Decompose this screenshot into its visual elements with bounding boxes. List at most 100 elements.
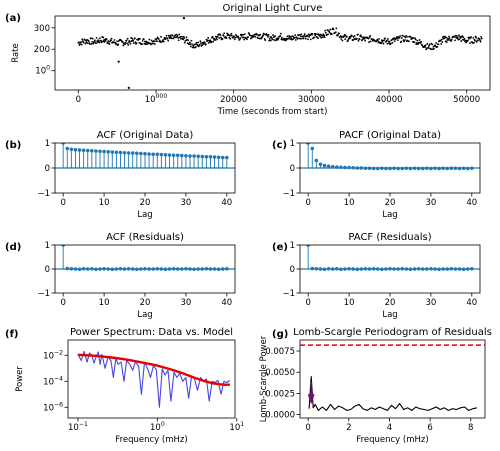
stem-marker — [416, 166, 421, 171]
data-point — [334, 31, 337, 34]
data-point — [263, 33, 266, 36]
outlier-point — [182, 17, 186, 20]
x-tick-label: 10−1 — [68, 421, 88, 433]
stem-marker — [433, 267, 437, 271]
data-point — [363, 37, 366, 40]
data-line — [308, 375, 478, 411]
data-point — [343, 35, 345, 38]
stem-marker — [404, 267, 409, 271]
data-point — [153, 40, 156, 43]
data-point — [427, 46, 430, 49]
stem-marker — [433, 166, 437, 171]
data-point — [355, 37, 358, 40]
stem-marker — [470, 266, 474, 271]
y-tick-label: 1 — [45, 139, 50, 149]
data-point — [413, 41, 416, 44]
y-tick-label: 1 — [45, 241, 50, 251]
data-point — [251, 36, 253, 39]
data-point — [94, 39, 96, 42]
stem-marker — [73, 147, 78, 152]
stem-marker — [122, 267, 127, 271]
data-point — [252, 35, 255, 38]
data-point — [98, 41, 101, 44]
data-point — [216, 35, 219, 38]
data-point — [400, 37, 403, 39]
data-point — [322, 36, 324, 39]
data-point — [386, 42, 389, 45]
data-point — [340, 38, 343, 40]
stem-marker — [441, 166, 445, 171]
stem-marker — [404, 166, 409, 171]
x-tick-label: 30 — [425, 198, 436, 208]
data-point — [106, 41, 109, 44]
data-point — [361, 38, 364, 41]
x-tick-label: 10 — [344, 198, 355, 208]
data-point — [219, 36, 222, 39]
data-point — [167, 34, 170, 37]
data-point — [143, 40, 146, 43]
stem-marker — [384, 166, 388, 171]
stem-marker — [322, 267, 327, 272]
stem-marker — [453, 267, 458, 271]
data-point — [234, 36, 237, 39]
data-point — [405, 35, 408, 37]
data-point — [311, 33, 314, 35]
data-point — [412, 37, 415, 39]
data-point — [230, 32, 233, 35]
data-point — [350, 34, 353, 37]
data-point — [391, 41, 394, 44]
data-point — [357, 39, 360, 42]
stem-marker — [184, 266, 188, 271]
plot-area — [300, 245, 480, 272]
stem-marker — [225, 266, 229, 271]
data-point — [441, 41, 444, 43]
y-tick-label: −1 — [282, 289, 295, 299]
data-point — [313, 36, 316, 39]
stem-marker — [306, 245, 310, 247]
stem-marker — [375, 267, 380, 271]
data-point — [399, 35, 402, 37]
data-point — [404, 39, 407, 41]
data-point — [294, 34, 297, 37]
stem-marker — [188, 267, 192, 271]
data-point — [132, 42, 135, 45]
data-point — [127, 43, 130, 46]
data-point — [279, 35, 282, 38]
y-tick-label: 0 — [290, 164, 295, 174]
data-point — [158, 39, 161, 42]
x-axis-label: Lag — [382, 210, 397, 220]
y-tick-label: −1 — [37, 189, 50, 199]
data-point — [323, 36, 326, 39]
data-point — [396, 39, 399, 42]
data-point — [396, 37, 399, 39]
y-tick-label: −1 — [37, 289, 50, 299]
stem-marker — [351, 267, 355, 271]
stem-marker — [167, 267, 172, 271]
data-point — [322, 33, 325, 36]
x-tick-label: 0 — [305, 198, 310, 208]
data-point — [197, 41, 200, 44]
data-point — [177, 37, 180, 39]
stem-marker — [425, 267, 429, 271]
stem-marker — [363, 266, 368, 271]
data-point — [223, 32, 226, 35]
data-point — [156, 40, 158, 43]
stem-marker — [118, 266, 123, 271]
data-point — [302, 35, 304, 38]
data-point — [231, 35, 233, 37]
x-tick-label: 0 — [305, 423, 310, 433]
data-point — [247, 36, 249, 39]
stem-marker — [180, 153, 184, 158]
panel-letter: (d) — [5, 242, 21, 253]
data-point — [403, 40, 405, 43]
data-point — [215, 35, 217, 38]
stem-marker — [388, 166, 392, 171]
data-point — [267, 36, 269, 38]
stem-marker — [420, 166, 425, 171]
data-point — [142, 38, 145, 40]
stem-marker — [73, 267, 78, 271]
stem-marker — [135, 151, 139, 156]
data-point — [105, 38, 108, 41]
stem-marker — [167, 153, 172, 157]
x-tick-label: 100 — [150, 421, 165, 433]
